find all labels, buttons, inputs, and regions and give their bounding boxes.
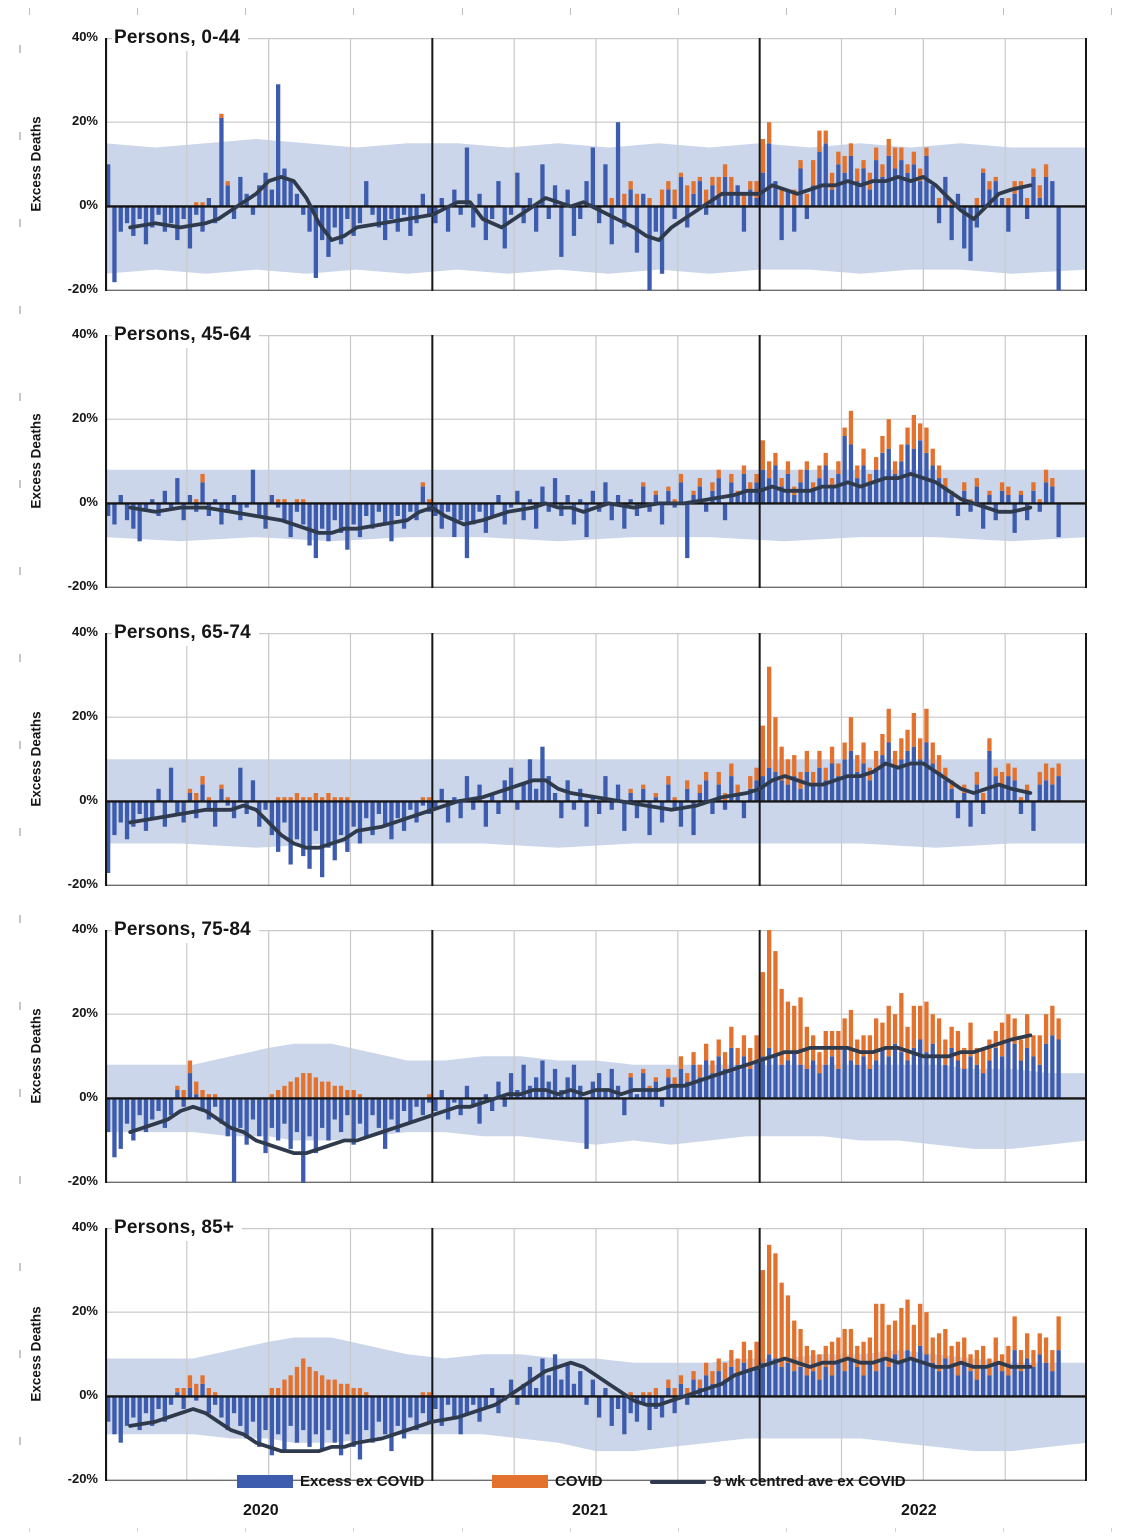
y-tick-0: 0% (79, 197, 98, 212)
ruler-tick (19, 915, 21, 923)
panel-title-75-84: Persons, 75-84 (112, 919, 259, 943)
legend-item-avg: 9 wk centred ave ex COVID (650, 1473, 906, 1490)
legend: Excess ex COVID COVID 9 wk centred ave e… (0, 1473, 1132, 1497)
ruler-tick (19, 1350, 21, 1358)
ruler-tick (1111, 1528, 1112, 1532)
ruler-tick (19, 480, 21, 488)
legend-label-excess: Excess ex COVID (300, 1473, 425, 1490)
ruler-tick (19, 132, 21, 140)
chart-panel-0-44 (105, 38, 1087, 291)
y-tick-20: 20% (71, 113, 98, 128)
y-tick-neg20: -20% (67, 578, 98, 593)
ruler-tick (895, 8, 896, 15)
chart-panel-85plus (105, 1228, 1087, 1481)
panel-title-45-64: Persons, 45-64 (112, 324, 259, 348)
ruler-tick (19, 393, 21, 401)
ruler-tick (353, 8, 354, 15)
ruler-tick (19, 306, 21, 314)
panel-title-85plus: Persons, 85+ (112, 1217, 243, 1241)
ruler-tick (19, 1263, 21, 1271)
ruler-tick (245, 8, 246, 15)
y-tick-40: 40% (71, 326, 98, 341)
y-tick-neg20: -20% (67, 1471, 98, 1486)
panel-title-0-44: Persons, 0-44 (112, 27, 249, 51)
y-tick-neg20: -20% (67, 1173, 98, 1188)
legend-item-excess: Excess ex COVID (237, 1473, 424, 1490)
ruler-tick (1003, 8, 1004, 15)
ruler-tick (570, 1528, 571, 1532)
y-tick-20: 20% (71, 708, 98, 723)
x-axis-year-2022: 2022 (901, 1502, 937, 1519)
ruler-tick (1111, 8, 1112, 15)
ruler-tick (462, 8, 463, 15)
ruler-tick (19, 741, 21, 749)
y-tick-0: 0% (79, 792, 98, 807)
y-tick-40: 40% (71, 1219, 98, 1234)
ruler-tick (678, 8, 679, 15)
ruler-tick (353, 1528, 354, 1532)
ruler-tick (462, 1528, 463, 1532)
ruler-tick (678, 1528, 679, 1532)
ruler-tick (19, 1176, 21, 1184)
y-tick-0: 0% (79, 1387, 98, 1402)
ruler-tick (895, 1528, 896, 1532)
x-axis-year-2020: 2020 (243, 1502, 279, 1519)
chart-panel-45-64 (105, 335, 1087, 588)
legend-item-covid: COVID (492, 1473, 603, 1490)
chart-panel-75-84 (105, 930, 1087, 1183)
ruler-tick (245, 1528, 246, 1532)
legend-label-covid: COVID (555, 1473, 603, 1490)
ruler-tick (19, 1002, 21, 1010)
y-tick-0: 0% (79, 1089, 98, 1104)
avg-line-swatch-icon (650, 1479, 706, 1484)
ruler-tick (1003, 1528, 1004, 1532)
ruler-tick (19, 1089, 21, 1097)
ruler-tick (137, 1528, 138, 1532)
ruler-tick (19, 828, 21, 836)
ruler-tick (29, 1528, 30, 1532)
ruler-tick (19, 1437, 21, 1445)
y-tick-20: 20% (71, 1303, 98, 1318)
y-tick-neg20: -20% (67, 876, 98, 891)
y-tick-neg20: -20% (67, 281, 98, 296)
ruler-tick (19, 45, 21, 53)
chart-panel-65-74 (105, 633, 1087, 886)
y-tick-40: 40% (71, 921, 98, 936)
ruler-tick (786, 8, 787, 15)
panel-title-65-74: Persons, 65-74 (112, 622, 259, 646)
y-tick-40: 40% (71, 624, 98, 639)
ruler-tick (570, 8, 571, 15)
ruler-tick (19, 654, 21, 662)
y-tick-40: 40% (71, 29, 98, 44)
y-tick-20: 20% (71, 1005, 98, 1020)
x-axis-year-2021: 2021 (572, 1502, 608, 1519)
y-tick-0: 0% (79, 494, 98, 509)
ruler-tick (29, 8, 30, 15)
ruler-tick (786, 1528, 787, 1532)
legend-label-avg: 9 wk centred ave ex COVID (713, 1473, 906, 1490)
covid-swatch-icon (492, 1475, 548, 1488)
excess-swatch-icon (237, 1475, 293, 1488)
ruler-tick (19, 567, 21, 575)
ruler-tick (19, 219, 21, 227)
y-tick-20: 20% (71, 410, 98, 425)
ruler-tick (137, 8, 138, 15)
